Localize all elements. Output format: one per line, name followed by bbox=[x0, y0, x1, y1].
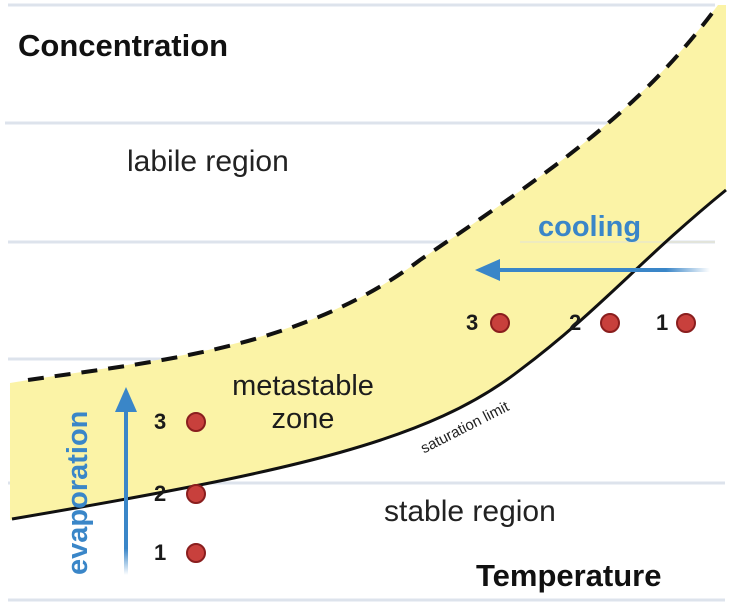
evaporation-points bbox=[186, 412, 206, 563]
y-axis-label: Concentration bbox=[18, 28, 229, 63]
cooling-point-2-label: 2 bbox=[569, 310, 582, 335]
cooling-label: cooling bbox=[538, 211, 642, 243]
cooling-point-3-label: 3 bbox=[466, 310, 479, 335]
evaporation-point-3-label: 3 bbox=[154, 409, 167, 434]
cooling-arrow bbox=[475, 259, 710, 281]
evaporation-point-2-label: 2 bbox=[154, 481, 167, 506]
metastable-zone-line2: zone bbox=[271, 403, 335, 436]
stable-region-label: stable region bbox=[384, 495, 556, 528]
cooling-points bbox=[490, 313, 696, 333]
metastable-zone-label: metastable zone bbox=[218, 370, 388, 437]
evaporation-label: evaporation bbox=[62, 410, 94, 575]
solubility-curve bbox=[11, 188, 727, 521]
cooling-point-1-label: 1 bbox=[656, 310, 669, 335]
labile-region-label: labile region bbox=[127, 145, 289, 178]
evaporation-point-1-label: 1 bbox=[154, 540, 167, 565]
x-axis-label: Temperature bbox=[476, 558, 662, 593]
metastable-zone-line1: metastable bbox=[232, 370, 374, 402]
metastable-zone-fill bbox=[10, 5, 726, 520]
supersolubility-curve bbox=[27, 6, 718, 382]
evaporation-arrow bbox=[115, 387, 137, 575]
